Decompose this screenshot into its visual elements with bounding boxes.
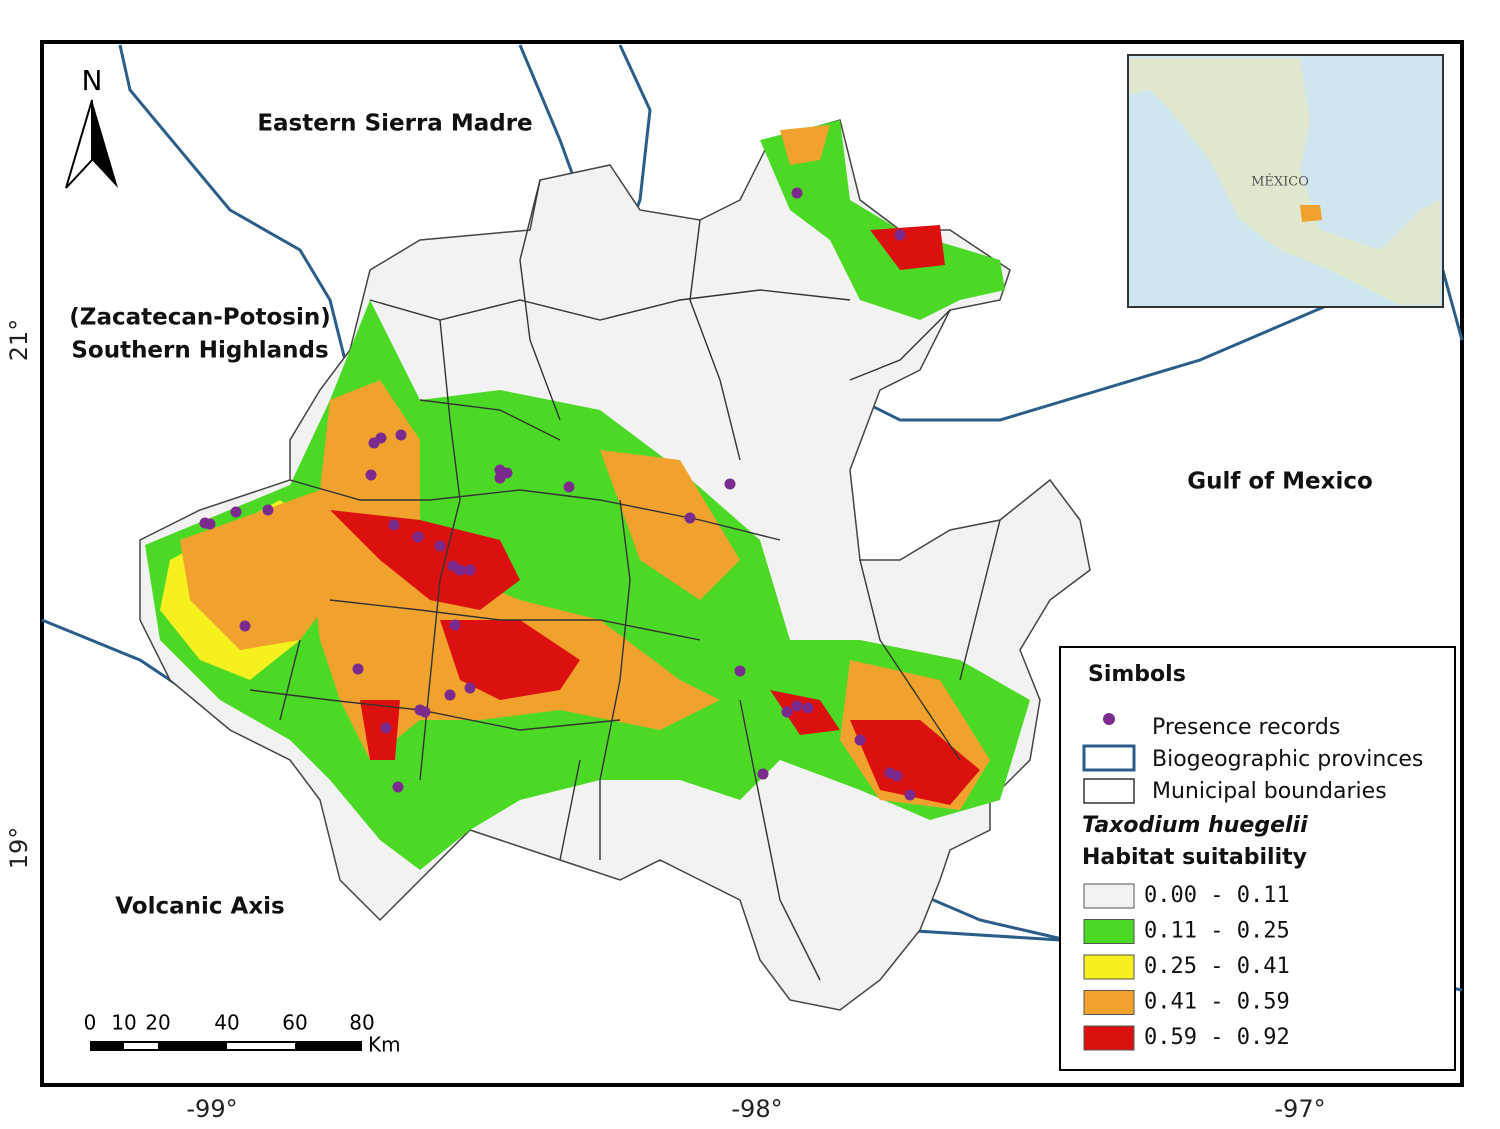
presence-point <box>434 540 446 552</box>
legend-swatch <box>1083 1025 1135 1051</box>
suitability-area <box>330 510 520 610</box>
legend-swatch <box>1083 990 1135 1015</box>
legend-swatch <box>1083 883 1135 909</box>
presence-point <box>563 481 575 493</box>
legend-title: Simbols <box>1088 662 1186 687</box>
presence-point <box>891 770 903 782</box>
suitability-area <box>780 125 830 165</box>
presence-point <box>781 706 793 718</box>
region-label: (Zacatecan-Potosin) <box>69 305 330 331</box>
suitability-area <box>600 450 740 600</box>
latitude-label: 19° <box>5 827 33 870</box>
presence-point <box>464 682 476 694</box>
presence-records <box>199 187 916 801</box>
presence-point <box>904 789 916 801</box>
legend-class-label: 0.00 - 0.11 <box>1144 883 1290 908</box>
suitability-area <box>360 700 400 760</box>
presence-point <box>395 429 407 441</box>
scale-bar: Km 0 10 20 40 60 80 <box>84 1011 401 1057</box>
suitability-area <box>760 120 1005 320</box>
presence-point <box>791 187 803 199</box>
municipal-boundaries <box>249 179 1001 981</box>
presence-point <box>444 689 456 701</box>
presence-point <box>724 478 736 490</box>
inset-label: MÉXICO <box>1251 174 1309 190</box>
legend-swatch <box>1083 919 1135 944</box>
presence-point <box>230 506 242 518</box>
north-label: N <box>82 64 103 97</box>
presence-point <box>352 663 364 675</box>
presence-point <box>734 665 746 677</box>
legend-class-label: 0.11 - 0.25 <box>1144 919 1290 944</box>
legend-item: Biogeographic provinces <box>1152 747 1423 772</box>
scale-label: 40 <box>214 1011 239 1035</box>
presence-point <box>494 472 506 484</box>
scale-label: 0 <box>84 1011 97 1035</box>
legend-item: Municipal boundaries <box>1152 779 1387 804</box>
presence-point <box>449 619 461 631</box>
scale-unit: Km <box>368 1033 401 1057</box>
legend-class-label: 0.25 - 0.41 <box>1144 954 1290 979</box>
suitability-area <box>870 225 945 270</box>
longitude-label: -98° <box>731 1095 782 1123</box>
presence-point <box>894 229 906 241</box>
presence-point <box>802 702 814 714</box>
inset-map: MÉXICO <box>1127 54 1444 308</box>
presence-point <box>380 722 392 734</box>
suitability-area <box>180 380 420 650</box>
suitability-area <box>850 720 980 805</box>
legend-species: Taxodium huegelii <box>1082 813 1308 838</box>
legend-subtitle: Habitat suitability <box>1082 845 1307 870</box>
scale-label: 20 <box>145 1011 170 1035</box>
legend-item: Presence records <box>1152 715 1340 740</box>
presence-point <box>262 504 274 516</box>
region-label: Volcanic Axis <box>115 894 285 920</box>
legend-swatch <box>1083 954 1135 980</box>
north-arrow: N <box>65 64 118 189</box>
presence-point <box>375 432 387 444</box>
suitability-area <box>440 620 580 700</box>
longitude-label: -99° <box>186 1095 237 1123</box>
presence-point <box>412 531 424 543</box>
presence-point <box>392 781 404 793</box>
scale-label: 60 <box>282 1011 307 1035</box>
suitability-surface <box>145 120 1030 870</box>
presence-point <box>684 512 696 524</box>
presence-point <box>791 700 803 712</box>
presence-point <box>464 564 476 576</box>
scale-label: 80 <box>349 1011 374 1035</box>
longitude-label: -97° <box>1274 1095 1325 1123</box>
latitude-label: 21° <box>5 319 33 362</box>
region-label: Gulf of Mexico <box>1187 469 1373 495</box>
presence-point <box>854 734 866 746</box>
region-label: Eastern Sierra Madre <box>257 111 532 137</box>
legend-class-label: 0.59 - 0.92 <box>1144 1025 1290 1050</box>
presence-point <box>204 518 216 530</box>
presence-point <box>365 469 377 481</box>
legend-class-label: 0.41 - 0.59 <box>1144 990 1290 1015</box>
presence-point <box>454 564 466 576</box>
presence-point <box>757 768 769 780</box>
legend: Simbols Presence records Biogeographic p… <box>1059 646 1456 1071</box>
scale-label: 10 <box>111 1011 136 1035</box>
presence-point <box>419 706 431 718</box>
presence-point <box>239 620 251 632</box>
presence-point <box>388 519 400 531</box>
region-label: Southern Highlands <box>71 338 328 364</box>
